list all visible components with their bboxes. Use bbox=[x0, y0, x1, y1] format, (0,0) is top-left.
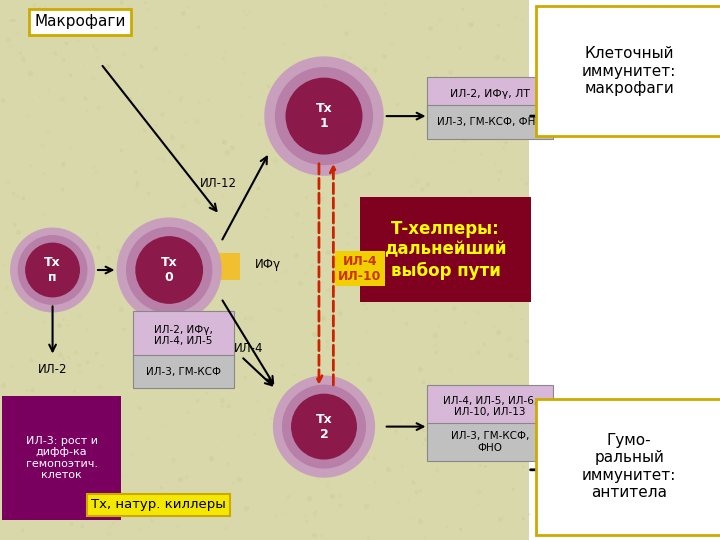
Text: ИЛ-3: рост и
дифф-ка
гемопоэтич.
клеток: ИЛ-3: рост и дифф-ка гемопоэтич. клеток bbox=[26, 436, 98, 480]
Text: ИЛ-4, ИЛ-5, ИЛ-6,
ИЛ-10, ИЛ-13: ИЛ-4, ИЛ-5, ИЛ-6, ИЛ-10, ИЛ-13 bbox=[443, 396, 537, 417]
Text: ИЛ-12: ИЛ-12 bbox=[199, 177, 237, 190]
Text: ИЛ-2, ИФγ, ЛТ: ИЛ-2, ИФγ, ЛТ bbox=[450, 89, 530, 99]
Ellipse shape bbox=[274, 376, 374, 477]
FancyBboxPatch shape bbox=[427, 105, 553, 139]
Ellipse shape bbox=[283, 385, 365, 468]
Text: Тх
2: Тх 2 bbox=[315, 413, 333, 441]
Text: Тх
0: Тх 0 bbox=[161, 256, 178, 284]
Ellipse shape bbox=[136, 237, 202, 303]
FancyBboxPatch shape bbox=[133, 355, 234, 388]
Ellipse shape bbox=[276, 68, 372, 165]
Ellipse shape bbox=[287, 78, 361, 154]
Text: Тх
1: Тх 1 bbox=[315, 102, 333, 130]
Text: ИЛ-3, ГМ-КСФ: ИЛ-3, ГМ-КСФ bbox=[146, 367, 221, 376]
Ellipse shape bbox=[127, 227, 212, 313]
FancyBboxPatch shape bbox=[529, 0, 720, 540]
Text: ИЛ-2, ИФγ,
ИЛ-4, ИЛ-5: ИЛ-2, ИФγ, ИЛ-4, ИЛ-5 bbox=[154, 325, 213, 346]
FancyBboxPatch shape bbox=[215, 253, 240, 280]
FancyBboxPatch shape bbox=[0, 0, 529, 540]
FancyBboxPatch shape bbox=[427, 423, 553, 461]
Ellipse shape bbox=[265, 57, 383, 175]
Text: Тх
п: Тх п bbox=[44, 256, 61, 284]
Text: ИЛ-3, ГМ-КСФ,
ФНО: ИЛ-3, ГМ-КСФ, ФНО bbox=[451, 431, 529, 453]
FancyBboxPatch shape bbox=[536, 399, 720, 535]
FancyBboxPatch shape bbox=[360, 197, 531, 302]
FancyBboxPatch shape bbox=[133, 310, 234, 360]
Text: ИЛ-3, ГМ-КСФ, ФНО: ИЛ-3, ГМ-КСФ, ФНО bbox=[436, 117, 544, 127]
FancyBboxPatch shape bbox=[2, 396, 121, 520]
Ellipse shape bbox=[18, 236, 87, 304]
Text: ИЛ-4
ИЛ-10: ИЛ-4 ИЛ-10 bbox=[338, 255, 382, 283]
Text: Т-хелперы:
дальнейший
выбор пути: Т-хелперы: дальнейший выбор пути bbox=[384, 220, 507, 280]
Text: Клеточный
иммунитет:
макрофаги: Клеточный иммунитет: макрофаги bbox=[582, 46, 677, 96]
Text: ИЛ-4: ИЛ-4 bbox=[234, 342, 263, 355]
Text: ИФγ: ИФγ bbox=[255, 258, 281, 271]
Text: Тх, натур. киллеры: Тх, натур. киллеры bbox=[91, 498, 226, 511]
FancyBboxPatch shape bbox=[427, 77, 553, 111]
Ellipse shape bbox=[26, 244, 79, 296]
Text: ИЛ-2: ИЛ-2 bbox=[38, 363, 67, 376]
Ellipse shape bbox=[292, 394, 356, 459]
Ellipse shape bbox=[11, 228, 94, 312]
Text: Гумо-
ральный
иммунитет:
антитела: Гумо- ральный иммунитет: антитела bbox=[582, 433, 677, 500]
FancyBboxPatch shape bbox=[536, 6, 720, 136]
FancyBboxPatch shape bbox=[427, 385, 553, 428]
Ellipse shape bbox=[117, 218, 221, 322]
Text: Макрофаги: Макрофаги bbox=[35, 14, 126, 29]
